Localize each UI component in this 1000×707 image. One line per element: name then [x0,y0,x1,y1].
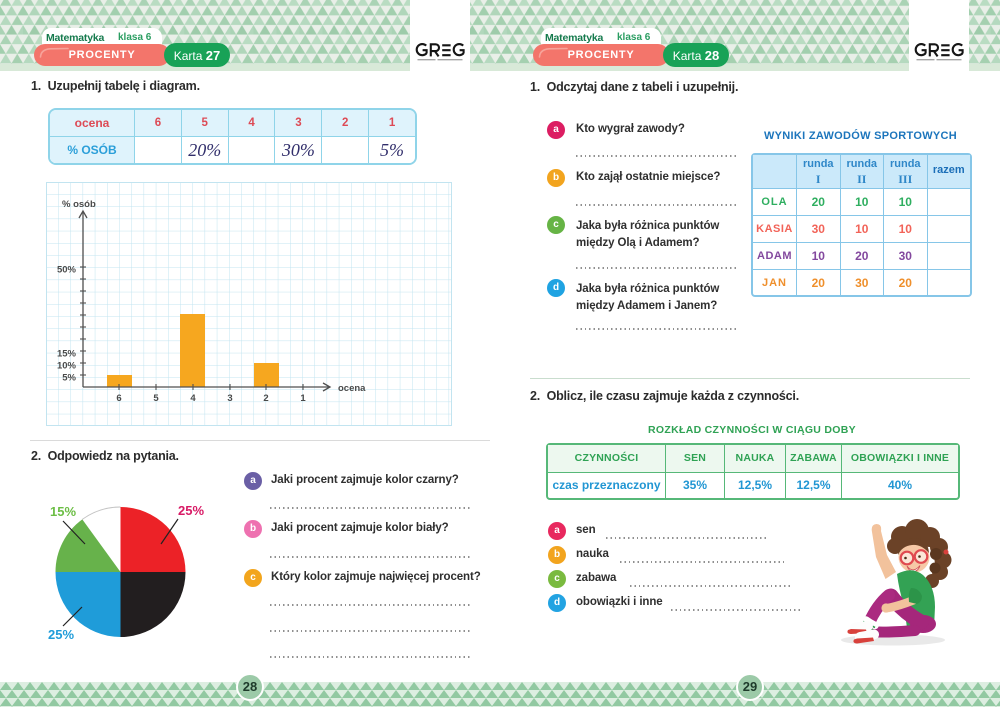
svg-text:6: 6 [116,393,121,404]
svg-text:% osób: % osób [62,199,96,210]
svg-text:3: 3 [227,393,232,404]
svg-text:25%: 25% [178,503,204,518]
svg-text:25%: 25% [48,627,74,642]
svg-text:ocena: ocena [338,383,366,394]
svg-text:15%: 15% [50,504,76,519]
svg-text:2: 2 [263,393,268,404]
svg-text:15%: 15% [57,349,77,360]
svg-text:5: 5 [153,393,159,404]
svg-text:10%: 10% [57,361,77,372]
svg-text:4: 4 [190,393,196,404]
svg-text:50%: 50% [57,265,77,276]
svg-text:5%: 5% [62,373,76,384]
svg-text:1: 1 [300,393,306,404]
